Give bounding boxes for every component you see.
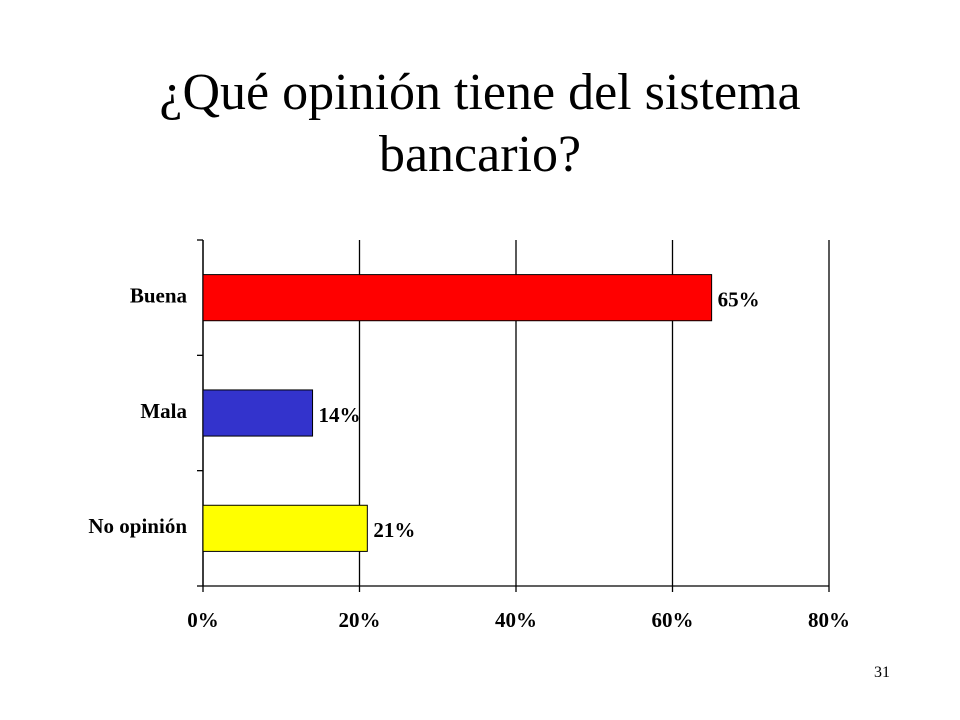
x-tick-label: 0%: [187, 608, 219, 632]
y-tick-label: Mala: [140, 399, 187, 423]
bar: [202, 389, 314, 437]
x-tick-label: 60%: [652, 608, 694, 632]
value-label: 65%: [718, 287, 760, 311]
x-tick-label: 40%: [495, 608, 537, 632]
y-tick-label: No opinión: [88, 514, 187, 538]
slide-number: 31: [874, 664, 890, 681]
value-label: 21%: [373, 518, 415, 542]
x-tick-label: 20%: [339, 608, 381, 632]
chart-title: ¿Qué opinión tiene del sistema bancario?: [159, 64, 801, 183]
y-tick-label: Buena: [130, 283, 188, 307]
x-tick-label: 80%: [808, 608, 850, 632]
bar: [202, 504, 368, 552]
bar: [202, 274, 713, 322]
value-label: 14%: [319, 403, 361, 427]
